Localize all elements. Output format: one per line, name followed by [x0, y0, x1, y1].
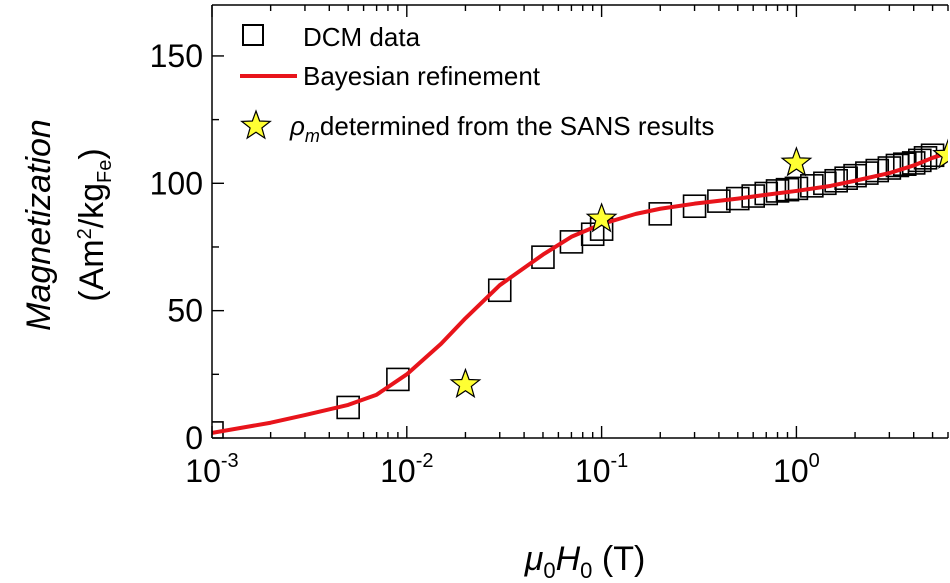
legend-rho: ρ: [289, 111, 305, 141]
dcm-data-point: [648, 202, 673, 226]
bayesian-refinement-line: [212, 150, 948, 435]
plot-clip-group: [212, 138, 948, 438]
axis-titles: μ0H0 (T) Magnetization (Am2/kgFe): [20, 119, 645, 583]
legend-square-marker: [242, 24, 264, 46]
y-tick-label: 0: [185, 420, 203, 456]
legend-label-bayesian: Bayesian refinement: [303, 61, 541, 91]
sans-star-point: [585, 202, 618, 233]
y-axis-title-line2: (Am2/kgFe): [73, 148, 116, 301]
x-tick-label: 100: [773, 450, 820, 489]
legend-label-dcm: DCM data: [303, 22, 421, 52]
plot-area: [212, 138, 948, 438]
legend-rho-rest: determined from the SANS results: [320, 111, 715, 141]
y-tick-label: 150: [150, 38, 203, 74]
y-tick-label: 50: [167, 293, 203, 329]
x-axis-title: μ0H0 (T): [524, 540, 646, 583]
y-tick-label: 100: [150, 165, 203, 201]
x-tick-label: 10-3: [185, 450, 238, 489]
sans-star-point: [780, 146, 813, 177]
legend-star-marker: [240, 109, 272, 140]
sans-star-point: [932, 138, 948, 169]
dcm-data-point: [386, 367, 410, 392]
x-tick-label: 10-2: [380, 450, 433, 489]
legend: DCM data Bayesian refinement ρmdetermine…: [240, 22, 714, 146]
dcm-data-point: [834, 166, 858, 190]
legend-label-sans: ρmdetermined from the SANS results: [289, 111, 714, 146]
dcm-data-point: [865, 158, 890, 183]
sans-star-point: [449, 367, 482, 399]
axes: 10-3 10-2 10-1 100 0 50 100 150: [150, 4, 949, 489]
dcm-data-point: [487, 278, 512, 303]
y-axis-title-line1: Magnetization: [20, 119, 58, 331]
legend-rho-sub: m: [305, 126, 320, 146]
dcm-data-point: [531, 245, 555, 269]
x-tick-label: 10-1: [575, 450, 628, 489]
